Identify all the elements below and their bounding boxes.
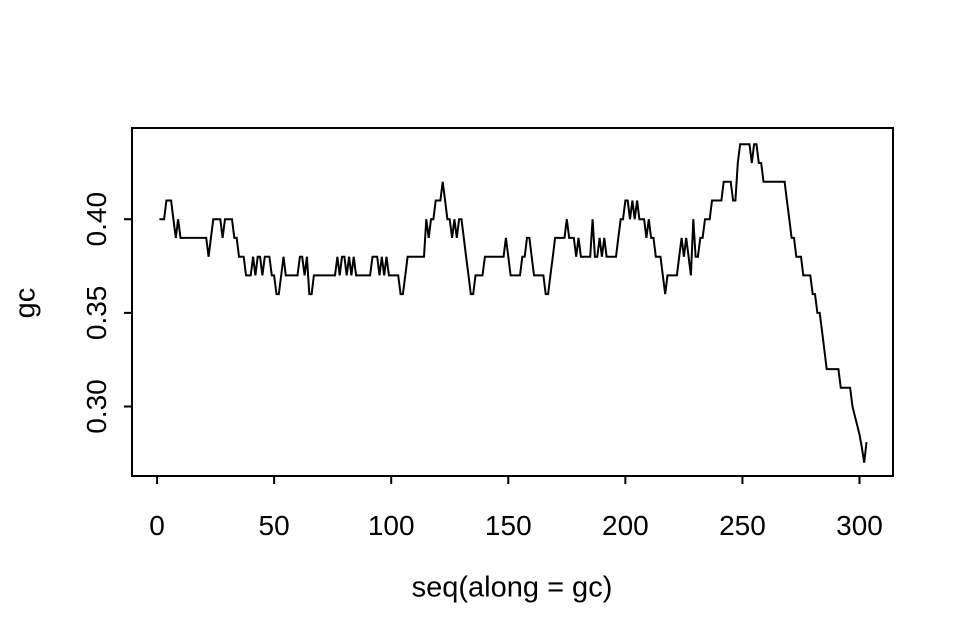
y-axis-title: gc <box>9 287 42 319</box>
y-tick-label: 0.30 <box>81 379 112 434</box>
x-axis-title: seq(along = gc) <box>411 571 613 604</box>
x-tick-label: 50 <box>259 510 290 541</box>
x-tick-label: 100 <box>368 510 415 541</box>
plot-box <box>131 127 894 477</box>
x-tick-label: 250 <box>719 510 766 541</box>
y-tick-label: 0.40 <box>81 192 112 247</box>
x-tick-label: 200 <box>602 510 649 541</box>
y-tick-label: 0.35 <box>81 286 112 341</box>
gc-line-series <box>159 143 868 463</box>
x-tick-label: 150 <box>485 510 532 541</box>
x-tick-label: 300 <box>836 510 883 541</box>
x-tick-label: 0 <box>149 510 165 541</box>
